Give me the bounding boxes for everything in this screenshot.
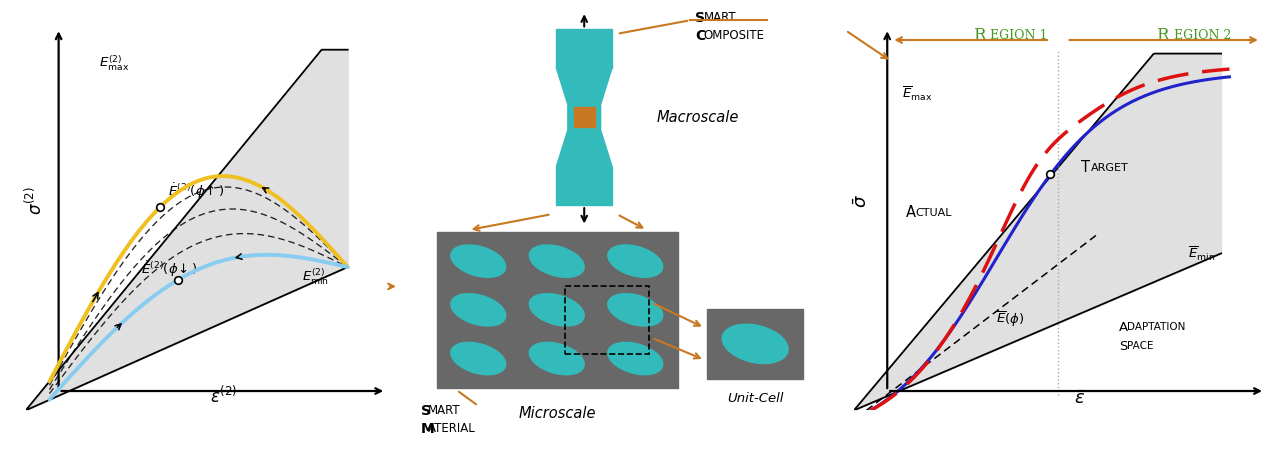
Text: $\overline{E}_{\mathrm{max}}$: $\overline{E}_{\mathrm{max}}$ xyxy=(901,85,932,103)
Ellipse shape xyxy=(529,245,584,277)
Text: ARGET: ARGET xyxy=(1091,163,1129,173)
Ellipse shape xyxy=(529,342,584,375)
Text: OMPOSITE: OMPOSITE xyxy=(704,29,765,42)
Text: S: S xyxy=(1118,340,1127,353)
Text: A: A xyxy=(907,205,915,220)
Text: $\dot{E}^{(2)}(\phi\!\downarrow)$: $\dot{E}^{(2)}(\phi\!\downarrow)$ xyxy=(141,259,196,279)
Text: S: S xyxy=(420,404,430,418)
Text: $\bar{\epsilon}$: $\bar{\epsilon}$ xyxy=(1073,391,1085,409)
Text: $E_{\rm min}^{(2)}$: $E_{\rm min}^{(2)}$ xyxy=(302,267,329,287)
Text: S: S xyxy=(695,11,705,25)
Ellipse shape xyxy=(607,342,663,375)
Text: $\bar{\sigma}$: $\bar{\sigma}$ xyxy=(853,194,872,208)
Text: $\overline{E}(\phi)$: $\overline{E}(\phi)$ xyxy=(996,310,1025,329)
Text: R: R xyxy=(973,27,985,44)
Text: EGION 2: EGION 2 xyxy=(1174,29,1231,42)
Polygon shape xyxy=(556,29,612,68)
Ellipse shape xyxy=(607,245,663,277)
Ellipse shape xyxy=(607,294,663,326)
Text: MART: MART xyxy=(428,404,461,417)
Text: Macroscale: Macroscale xyxy=(656,110,738,125)
Ellipse shape xyxy=(722,324,788,364)
Text: CTUAL: CTUAL xyxy=(915,207,953,217)
Text: A: A xyxy=(1118,321,1127,334)
Text: C: C xyxy=(695,29,705,43)
Polygon shape xyxy=(556,68,612,167)
Text: T: T xyxy=(1081,161,1090,175)
Text: $E_{\rm max}^{(2)}$: $E_{\rm max}^{(2)}$ xyxy=(99,54,130,73)
Text: $\dot{E}^{(2)}(\phi\!\uparrow)$: $\dot{E}^{(2)}(\phi\!\uparrow)$ xyxy=(168,181,225,201)
Text: $\overline{E}_{\mathrm{min}}$: $\overline{E}_{\mathrm{min}}$ xyxy=(1188,244,1215,262)
Text: R: R xyxy=(1157,27,1168,44)
Text: $\sigma^{(2)}$: $\sigma^{(2)}$ xyxy=(24,187,45,216)
Polygon shape xyxy=(556,167,612,205)
Text: EGION 1: EGION 1 xyxy=(990,29,1048,42)
Text: MART: MART xyxy=(704,11,736,24)
Ellipse shape xyxy=(451,294,506,326)
Text: $\epsilon^{(2)}$: $\epsilon^{(2)}$ xyxy=(209,385,238,406)
Ellipse shape xyxy=(451,245,506,277)
Text: Unit-Cell: Unit-Cell xyxy=(727,392,783,405)
Text: DAPTATION: DAPTATION xyxy=(1127,322,1185,332)
Polygon shape xyxy=(707,309,804,379)
Text: ATERIAL: ATERIAL xyxy=(428,422,476,435)
Ellipse shape xyxy=(451,342,506,375)
Text: Microscale: Microscale xyxy=(519,406,597,421)
Text: PACE: PACE xyxy=(1127,341,1154,351)
Polygon shape xyxy=(438,232,678,388)
Polygon shape xyxy=(574,107,594,127)
Ellipse shape xyxy=(529,294,584,326)
Text: M: M xyxy=(420,422,434,436)
